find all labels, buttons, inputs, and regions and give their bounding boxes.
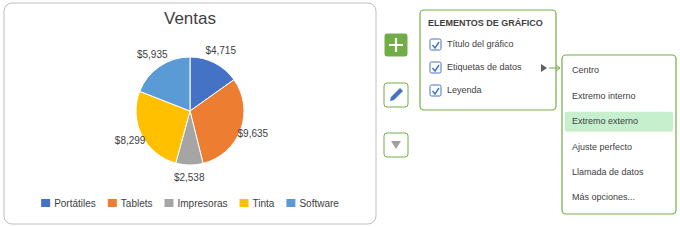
legend-swatch — [108, 199, 117, 207]
submenu-item[interactable]: Más opciones... — [572, 192, 635, 202]
pie-slice — [140, 57, 190, 111]
data-label: $2,538 — [174, 172, 205, 183]
submenu-panel — [562, 55, 676, 214]
submenu-item[interactable]: Extremo interno — [572, 91, 636, 101]
check-icon — [433, 88, 440, 94]
submenu-item[interactable]: Ajuste perfecto — [572, 142, 632, 152]
submenu-item[interactable]: Extremo externo — [572, 116, 638, 126]
chart-border — [4, 3, 376, 224]
menu-item[interactable]: Leyenda — [447, 85, 482, 95]
add-icon — [389, 38, 403, 52]
brush-icon — [390, 88, 403, 101]
legend: Portátiles Tablets Impresoras Tinta Software — [41, 198, 339, 209]
submenu-connector — [549, 65, 560, 71]
menu-checkbox[interactable] — [430, 62, 441, 73]
legend-swatch — [165, 199, 174, 207]
menu-header: ELEMENTOS DE GRÁFICO — [428, 18, 543, 28]
style-button[interactable] — [384, 83, 408, 107]
legend-label: Tablets — [121, 198, 153, 209]
filter-button[interactable] — [384, 133, 408, 157]
legend-label: Software — [299, 198, 339, 209]
data-label: $4,715 — [205, 45, 236, 56]
filter-icon — [391, 141, 401, 149]
add-button[interactable] — [384, 33, 408, 57]
legend-swatch — [41, 199, 50, 207]
submenu-item[interactable]: Centro — [572, 65, 599, 75]
menu-checkbox[interactable] — [430, 39, 441, 50]
data-label: $9,635 — [238, 128, 269, 139]
legend-swatch — [286, 199, 295, 207]
chart-root: Ventas $4,715 $9,635 $2,538 $8,299 $5,935 Port… — [0, 0, 680, 227]
data-label: $5,935 — [137, 49, 168, 60]
menu-item[interactable]: Etiquetas de datos — [447, 62, 522, 72]
submenu-highlight — [565, 112, 673, 132]
data-label: $8,299 — [115, 135, 146, 146]
check-icon — [433, 42, 440, 48]
menu-panel — [420, 10, 556, 110]
check-icon — [433, 65, 440, 71]
legend-swatch — [240, 199, 249, 207]
legend-label: Portátiles — [54, 198, 96, 209]
menu-item[interactable]: Título del gráfico — [447, 39, 514, 49]
submenu-arrow — [541, 64, 547, 72]
legend-label: Impresoras — [178, 198, 228, 209]
pie — [136, 57, 244, 165]
ui-panel: ELEMENTOS DE GRÁFICO Título del gráfico Et… — [384, 10, 676, 214]
menu-checkbox[interactable] — [430, 85, 441, 96]
submenu-item[interactable]: Llamada de datos — [572, 167, 644, 177]
chart-title: Ventas — [164, 9, 216, 28]
legend-label: Tinta — [253, 198, 275, 209]
